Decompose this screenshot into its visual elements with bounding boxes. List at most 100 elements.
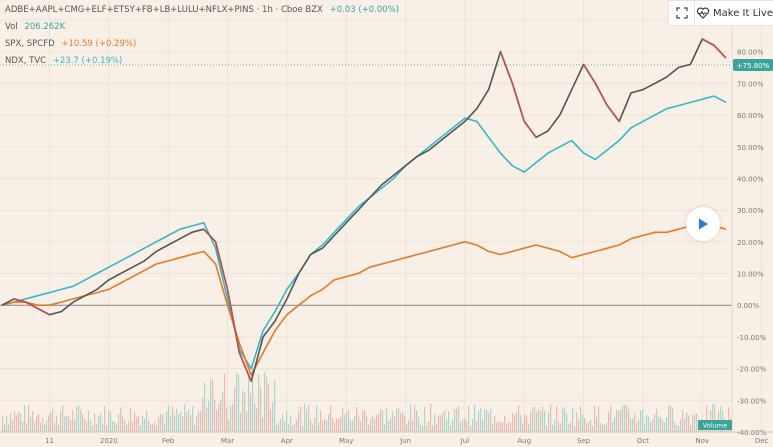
volume-bar	[530, 411, 532, 432]
volume-bar	[226, 407, 228, 432]
volume-bar	[40, 422, 42, 432]
volume-bar	[660, 416, 662, 432]
volume-bar	[108, 410, 110, 432]
volume-bar	[582, 414, 584, 432]
volume-bar	[620, 409, 622, 432]
x-tick-label: Nov	[695, 437, 709, 445]
volume-bar	[424, 406, 426, 432]
volume-bar	[160, 414, 162, 432]
volume-bar	[680, 419, 682, 432]
volume-bar	[284, 421, 286, 432]
volume-bar	[574, 425, 576, 432]
volume-bar	[176, 408, 178, 432]
volume-bar	[56, 416, 58, 432]
volume-bar	[224, 373, 226, 432]
volume-bar	[588, 422, 590, 432]
volume-bar	[170, 415, 172, 432]
volume-bar	[430, 404, 432, 432]
volume-bar	[728, 406, 730, 432]
volume-bar	[332, 418, 334, 432]
volume-bar	[150, 424, 152, 432]
volume-bar	[172, 406, 174, 432]
volume-bar	[272, 402, 274, 432]
volume-bar	[576, 412, 578, 432]
volume-bar	[94, 413, 96, 432]
volume-bar	[166, 411, 168, 432]
volume-bar	[126, 424, 128, 432]
volume-bar	[122, 415, 124, 432]
volume-bar	[14, 411, 16, 432]
basket-down-segment	[606, 105, 620, 122]
volume-bar	[232, 404, 234, 432]
volume-bar	[420, 423, 422, 432]
volume-bar	[394, 416, 396, 432]
volume-bar	[490, 408, 492, 432]
volume-bar	[402, 412, 404, 432]
basket-down-segment	[37, 307, 50, 316]
volume-bar	[390, 417, 392, 432]
volume-bar	[352, 420, 354, 432]
volume-bar	[2, 415, 4, 432]
volume-bar	[452, 418, 454, 432]
y-tick-label: 0.00%	[737, 302, 760, 310]
volume-bar	[422, 425, 424, 432]
y-tick-label: 70.00%	[737, 80, 764, 88]
basket-down-segment	[25, 301, 38, 310]
volume-bar	[266, 377, 268, 432]
volume-bar	[662, 420, 664, 432]
x-tick-label: Apr	[281, 437, 293, 445]
play-button[interactable]	[686, 207, 720, 241]
volume-bar	[610, 405, 612, 432]
volume-bar	[540, 410, 542, 432]
volume-bar	[720, 406, 722, 432]
volume-bar	[144, 418, 146, 432]
volume-bar	[158, 416, 160, 432]
volume-bar	[554, 419, 556, 432]
volume-bar	[252, 367, 254, 432]
y-tick-label: -40.00%	[737, 429, 767, 437]
volume-bar	[562, 407, 564, 432]
volume-bar	[308, 405, 310, 432]
x-tick-label: 11	[45, 437, 54, 445]
volume-bar	[104, 406, 106, 432]
fullscreen-button[interactable]	[668, 0, 696, 26]
volume-bar	[136, 417, 138, 432]
basket-down-segment	[511, 83, 525, 122]
volume-bar	[76, 407, 78, 432]
legend-volume[interactable]: Vol 206.262K	[5, 22, 65, 32]
volume-bar	[516, 412, 518, 432]
volume-bar	[372, 416, 374, 432]
volume-bar	[664, 422, 666, 432]
volume-bar	[380, 408, 382, 432]
volume-bar	[100, 413, 102, 432]
volume-bar	[408, 420, 410, 432]
volume-bar	[612, 421, 614, 432]
volume-bar	[478, 410, 480, 432]
volume-bar	[18, 411, 20, 432]
volume-bar	[564, 408, 566, 432]
legend-main-symbol[interactable]: ADBE+AAPL+CMG+ELF+ETSY+FB+LB+LULU+NFLX+P…	[5, 5, 399, 15]
volume-bar	[234, 387, 236, 432]
legend-ndx[interactable]: NDX, TVC +23.7 (+0.19%)	[5, 56, 122, 66]
volume-bar	[434, 413, 436, 432]
volume-bar	[594, 405, 596, 432]
volume-bar	[534, 406, 536, 432]
volume-bar	[274, 380, 276, 432]
volume-bar	[198, 411, 200, 432]
volume-bar	[626, 405, 628, 432]
volume-bar	[196, 415, 198, 432]
volume-bar	[278, 422, 280, 432]
volume-bar	[246, 411, 248, 432]
volume-bar	[202, 397, 204, 432]
volume-bar	[74, 420, 76, 432]
volume-bar	[556, 405, 558, 432]
make-it-live-button[interactable]: Make It Live	[694, 0, 773, 26]
volume-bar	[140, 425, 142, 432]
volume-bar	[66, 416, 68, 432]
legend-spx[interactable]: SPX, SPCFD +10.59 (+0.29%)	[5, 39, 136, 49]
volume-bar	[522, 422, 524, 432]
volume-bar	[634, 413, 636, 432]
basket-down-segment	[582, 63, 597, 84]
volume-bar	[314, 417, 316, 432]
